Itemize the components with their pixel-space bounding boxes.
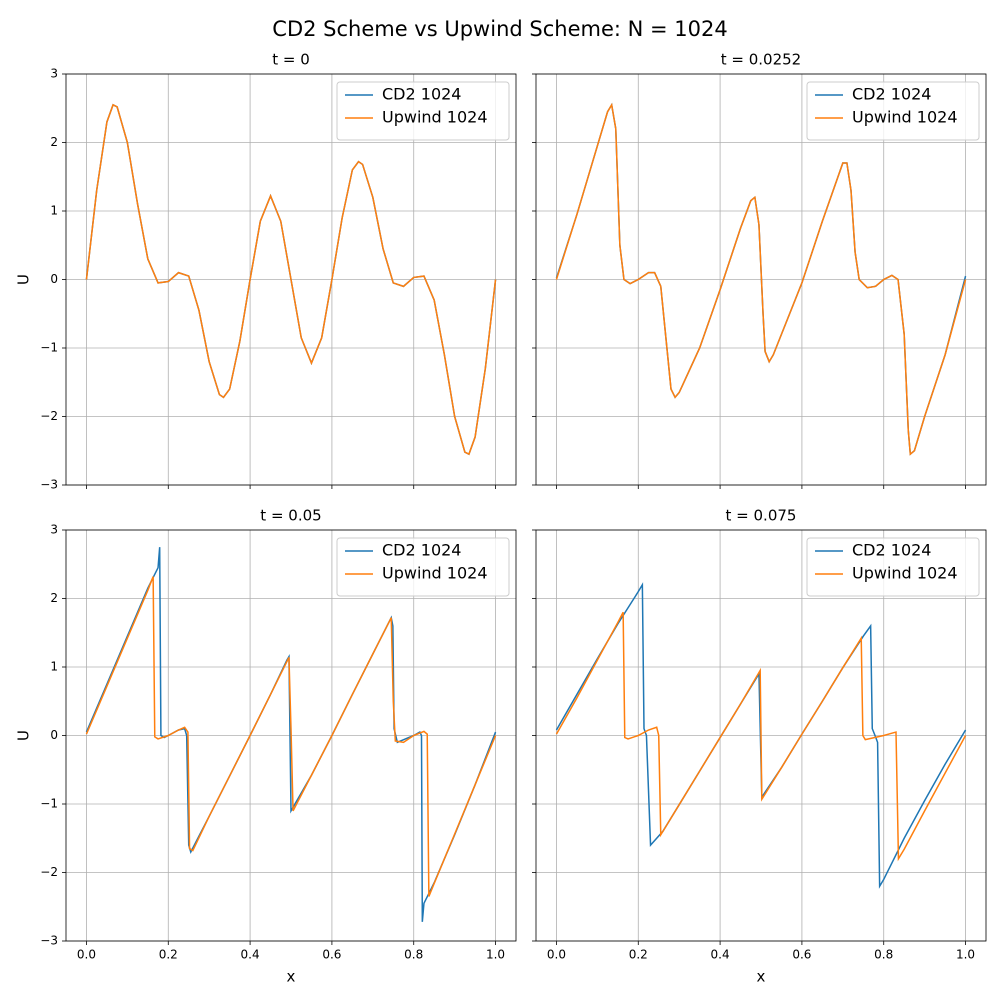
x-tick-label: 1.0 (486, 948, 505, 962)
x-tick-label: 0.0 (77, 948, 96, 962)
axes-frame (65, 529, 517, 942)
series-line (85, 103, 497, 456)
y-tick-label: −1 (40, 797, 58, 811)
x-tick-label: 0.4 (711, 948, 730, 962)
y-tick-label: −3 (40, 934, 58, 948)
series-group (555, 102, 967, 456)
legend-label: CD2 1024 (852, 541, 931, 560)
figure-title: CD2 Scheme vs Upwind Scheme: N = 1024 (272, 17, 727, 41)
legend-label: Upwind 1024 (382, 564, 488, 583)
axes-frame (535, 529, 987, 942)
x-axis-label: x (757, 968, 766, 986)
axes-frame (65, 73, 517, 486)
x-axis-label: x (287, 968, 296, 986)
x-tick-label: 0.2 (159, 948, 178, 962)
legend: CD2 1024 Upwind 1024 (336, 537, 510, 597)
legend-box (336, 537, 510, 597)
x-tick-label: 0.4 (241, 948, 260, 962)
subplot-title: t = 0 (272, 51, 310, 69)
legend: CD2 1024 Upwind 1024 (806, 81, 980, 141)
series-line (85, 576, 497, 897)
legend-label: CD2 1024 (852, 85, 931, 104)
series-group (85, 547, 497, 922)
series-group (85, 103, 497, 456)
subplot: 0.0 0.2 0.4 0.6 0.8 1.0 −3 −2 −1 0 1 2 3 t = 0.05 x U CD… (15, 507, 517, 986)
legend-label: CD2 1024 (382, 85, 461, 104)
legend: CD2 1024 Upwind 1024 (806, 537, 980, 597)
y-tick-label: −3 (40, 478, 58, 492)
x-tick-label: 0.8 (404, 948, 423, 962)
legend-box (806, 537, 980, 597)
y-tick-label: 1 (50, 660, 58, 674)
x-tick-label: 0.8 (874, 948, 893, 962)
subplot-title: t = 0.075 (726, 507, 797, 525)
y-tick-label: 3 (50, 523, 58, 537)
series-line (555, 102, 967, 456)
x-tick-label: 0.6 (792, 948, 811, 962)
series-group (555, 582, 967, 889)
y-tick-label: −2 (40, 865, 58, 879)
subplot-title: t = 0.0252 (721, 51, 801, 69)
x-tick-label: 0.6 (322, 948, 341, 962)
legend-label: CD2 1024 (382, 541, 461, 560)
subplot: t = 0.0252 CD2 1024 Upwind 1024 (532, 51, 987, 489)
y-tick-label: 0 (50, 728, 58, 742)
y-tick-label: 2 (50, 591, 58, 605)
legend-box (806, 81, 980, 141)
y-tick-label: 3 (50, 67, 58, 81)
legend: CD2 1024 Upwind 1024 (336, 81, 510, 141)
y-tick-label: −2 (40, 409, 58, 423)
axes-frame (535, 73, 987, 486)
subplot: −3 −2 −1 0 1 2 3 t = 0 U CD2 1024 Upwind 1024 (15, 51, 517, 492)
x-tick-label: 0.0 (547, 948, 566, 962)
legend-label: Upwind 1024 (852, 564, 958, 583)
legend-label: Upwind 1024 (852, 108, 958, 127)
series-line (555, 611, 967, 862)
y-tick-label: 1 (50, 204, 58, 218)
legend-box (336, 81, 510, 141)
x-tick-label: 1.0 (956, 948, 975, 962)
y-axis-label: U (15, 730, 33, 741)
y-axis-label: U (15, 274, 33, 285)
x-tick-label: 0.2 (629, 948, 648, 962)
legend-label: Upwind 1024 (382, 108, 488, 127)
y-tick-label: −1 (40, 341, 58, 355)
subplot: 0.0 0.2 0.4 0.6 0.8 1.0 t = 0.075 x CD2 1024 Upwi… (532, 507, 987, 986)
y-tick-label: 2 (50, 135, 58, 149)
y-tick-label: 0 (50, 272, 58, 286)
subplot-title: t = 0.05 (260, 507, 321, 525)
